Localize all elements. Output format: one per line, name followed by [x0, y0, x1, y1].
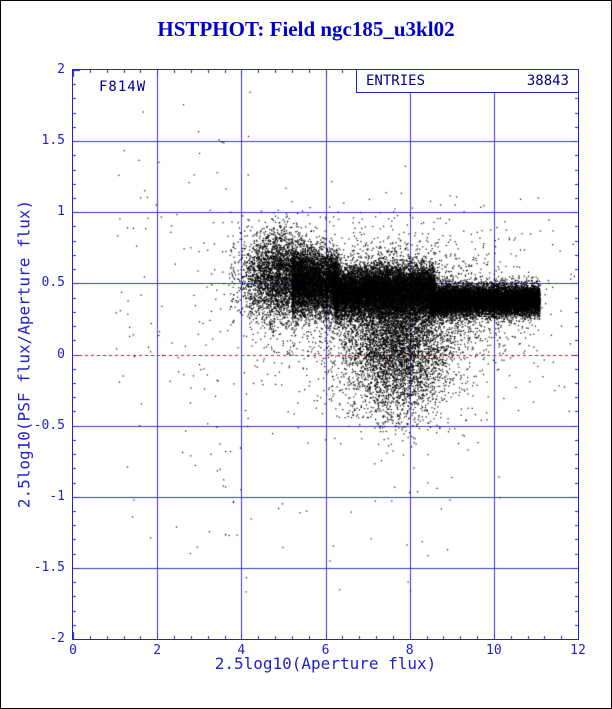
y-tick-label: -0.5: [33, 417, 65, 433]
y-axis-label: 2.5log10(PSF flux/Aperture flux): [14, 199, 34, 509]
x-tick-label: 4: [237, 643, 246, 658]
scatter-canvas: [73, 70, 578, 639]
y-tick-label: 2: [57, 62, 65, 77]
y-tick-label: -2: [49, 631, 65, 646]
y-tick-label: 1: [57, 204, 65, 220]
y-tick-label: -1: [49, 488, 65, 504]
x-tick-label: 0: [69, 643, 77, 658]
x-tick-label: 6: [321, 643, 330, 658]
x-tick-label: 8: [405, 643, 414, 658]
x-tick-label: 12: [570, 643, 586, 658]
plot-frame: F814W ENTRIES 38843 0 2 4 6 8 10 12 -2 -1.5 -1 -0.…: [34, 63, 586, 658]
x-tick-label: 2: [153, 643, 162, 658]
y-tick-label: -1.5: [33, 559, 65, 575]
x-axis-label: 2.5log10(Aperture flux): [214, 654, 437, 673]
y-tick-label: 0.5: [41, 275, 65, 291]
entries-value: 38843: [526, 73, 569, 89]
filter-annotation: F814W: [99, 79, 147, 95]
y-tick-label: 1.5: [41, 133, 65, 149]
entries-label: ENTRIES: [366, 73, 426, 89]
x-tick-label: 10: [486, 643, 502, 658]
entries-box: ENTRIES 38843: [356, 69, 579, 93]
y-tick-label: 0: [57, 346, 65, 362]
chart-title: HSTPHOT: Field ngc185_u3kl02: [157, 17, 455, 41]
